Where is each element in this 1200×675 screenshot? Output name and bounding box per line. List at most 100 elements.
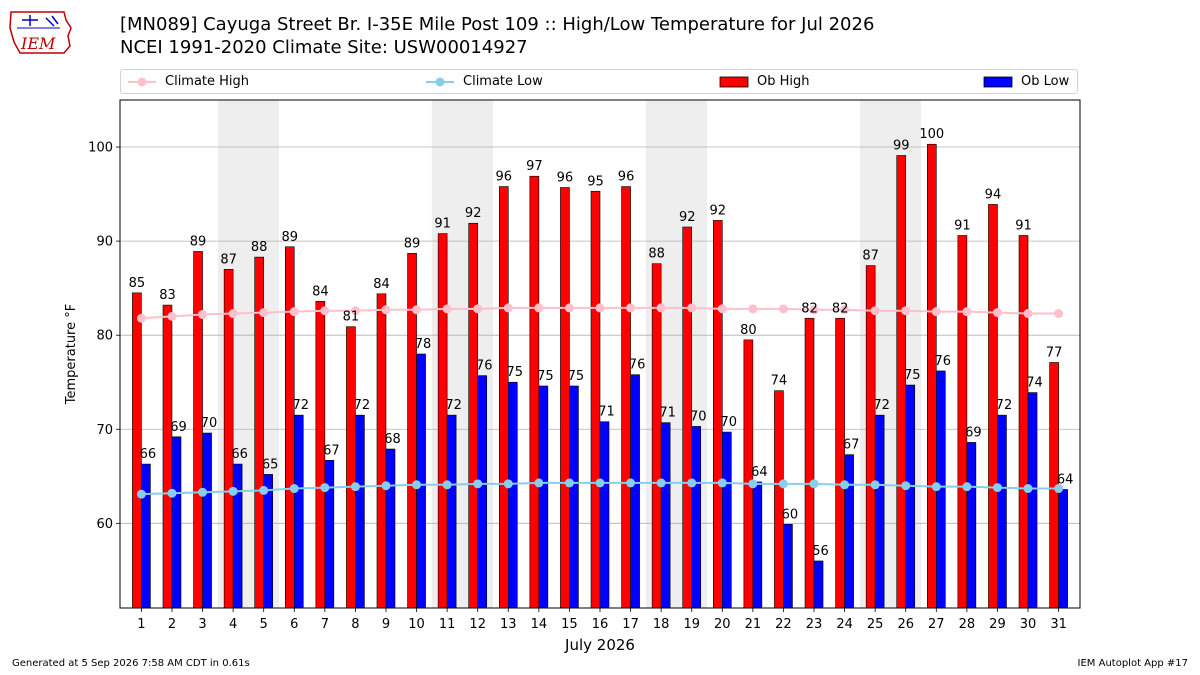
climate-low-point <box>717 478 727 488</box>
ob-low-bar <box>1058 489 1068 609</box>
ob-high-bar <box>529 175 540 609</box>
app-footer: IEM Autoplot App #17 <box>1077 658 1188 669</box>
x-tick-label: 9 <box>382 617 390 632</box>
ob-low-bar <box>171 436 182 609</box>
climate-low-point <box>656 478 666 488</box>
ob-high-label: 96 <box>618 170 635 185</box>
ob-low-bar <box>293 414 304 609</box>
ob-low-label: 67 <box>843 438 860 453</box>
ob-high-label: 82 <box>832 301 849 316</box>
climate-high-point <box>840 305 850 315</box>
ob-high-label: 91 <box>434 217 451 232</box>
ob-high-label: 84 <box>373 277 390 292</box>
ob-low-label: 76 <box>629 358 646 373</box>
climate-high-swatch <box>128 77 156 87</box>
ob-high-label: 88 <box>648 247 665 262</box>
ob-high-label: 89 <box>190 234 207 249</box>
climate-low-point <box>228 486 238 496</box>
climate-high-point <box>534 303 544 313</box>
x-tick-label: 23 <box>806 617 823 632</box>
climate-low-point <box>962 482 972 492</box>
ob-high-bar <box>804 317 815 609</box>
climate-low-point <box>626 478 636 488</box>
legend: Climate High Climate Low Ob High Ob Low <box>120 69 1078 94</box>
ob-high-label: 82 <box>801 301 818 316</box>
ob-low-bar <box>446 414 457 609</box>
iem-logo: IEM <box>9 11 72 54</box>
x-tick-label: 5 <box>260 617 268 632</box>
ob-high-label: 83 <box>159 288 176 303</box>
climate-high-point <box>350 306 360 316</box>
ob-low-label: 69 <box>170 420 187 435</box>
climate-low-point <box>564 478 574 488</box>
legend-climate-low: Climate Low <box>425 73 595 91</box>
chart-title: [MN089] Cayuga Street Br. I-35E Mile Pos… <box>120 13 874 59</box>
ob-high-label: 96 <box>557 170 574 185</box>
y-tick-label: 80 <box>96 329 113 344</box>
ob-high-bar <box>437 233 448 609</box>
ob-high-label: 81 <box>343 310 360 325</box>
climate-high-point <box>289 307 299 317</box>
y-tick-label: 90 <box>96 235 113 250</box>
ob-high-bar <box>590 190 601 609</box>
climate-low-point <box>136 489 146 499</box>
x-tick-label: 17 <box>622 617 639 632</box>
climate-low-swatch <box>426 77 454 87</box>
ob-low-label: 71 <box>659 406 676 421</box>
climate-high-point <box>503 303 513 313</box>
title-line-1: [MN089] Cayuga Street Br. I-35E Mile Pos… <box>120 14 875 35</box>
x-tick-label: 21 <box>745 617 762 632</box>
ob-low-bar <box>844 454 854 609</box>
ob-low-label: 72 <box>996 398 1013 413</box>
climate-low-point <box>320 483 330 493</box>
climate-high-point <box>778 304 788 314</box>
climate-high-point <box>1023 309 1033 319</box>
y-tick-label: 100 <box>88 141 113 156</box>
ob-high-bar <box>560 187 570 609</box>
ob-high-label: 94 <box>985 187 1002 202</box>
legend-climate-low-label: Climate Low <box>463 74 543 89</box>
ob-low-bar <box>752 481 763 609</box>
ob-high-label: 89 <box>404 236 421 251</box>
ob-high-label: 100 <box>919 127 944 142</box>
x-tick-label: 30 <box>1020 617 1037 632</box>
climate-low-point <box>473 479 483 489</box>
ob-low-label: 66 <box>140 447 157 462</box>
ob-low-bar <box>997 414 1007 609</box>
climate-high-point <box>442 304 452 314</box>
ob-high-label: 95 <box>587 174 604 189</box>
x-tick-label: 8 <box>351 617 359 632</box>
ob-low-label: 68 <box>384 432 401 447</box>
ob-low-bar <box>569 385 579 609</box>
climate-low-point <box>687 478 697 488</box>
ob-low-bar <box>630 374 640 609</box>
y-axis-label: Temperature °F <box>64 304 79 405</box>
ob-high-bar <box>284 246 295 609</box>
ob-high-label: 84 <box>312 284 329 299</box>
ob-low-bar <box>874 414 885 609</box>
ob-low-label: 70 <box>721 415 738 430</box>
climate-high-point <box>198 309 208 319</box>
ob-high-label: 85 <box>129 276 146 291</box>
ob-low-bar <box>660 422 671 609</box>
ob-high-bar <box>865 265 876 609</box>
ob-low-label: 64 <box>1057 472 1074 487</box>
ob-high-label: 92 <box>465 206 482 221</box>
x-tick-label: 14 <box>531 617 548 632</box>
ob-low-bar <box>324 460 335 609</box>
x-tick-label: 18 <box>653 617 670 632</box>
legend-ob-low-label: Ob Low <box>1021 74 1070 89</box>
ob-high-bar <box>162 304 173 609</box>
climate-high-point <box>564 303 574 313</box>
climate-high-point <box>228 309 238 319</box>
x-tick-label: 31 <box>1050 617 1067 632</box>
ob-low-label: 75 <box>537 369 554 384</box>
climate-high-point <box>1054 309 1064 319</box>
ob-high-swatch <box>719 76 749 88</box>
climate-high-point <box>656 303 666 313</box>
climate-high-point <box>931 307 941 317</box>
x-tick-label: 3 <box>198 617 206 632</box>
climate-low-point <box>381 481 391 491</box>
climate-low-point <box>198 487 208 497</box>
